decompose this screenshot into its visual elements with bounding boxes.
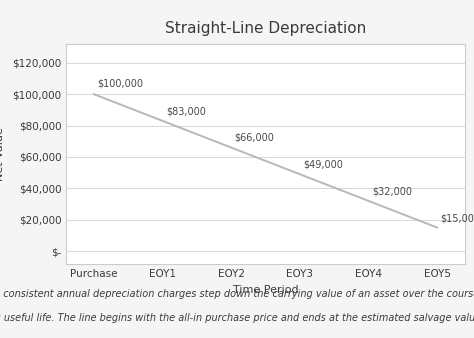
- Text: $100,000: $100,000: [97, 79, 143, 89]
- Text: $66,000: $66,000: [235, 133, 274, 143]
- Text: $83,000: $83,000: [166, 106, 206, 116]
- Text: $49,000: $49,000: [303, 160, 343, 169]
- Text: $32,000: $32,000: [372, 187, 412, 196]
- Title: Straight-Line Depreciation: Straight-Line Depreciation: [165, 21, 366, 36]
- Y-axis label: Net Value: Net Value: [0, 127, 5, 181]
- Text: $15,000: $15,000: [440, 213, 474, 223]
- X-axis label: Time Period: Time Period: [233, 286, 298, 295]
- Text: its useful life. The line begins with the all-in purchase price and ends at the : its useful life. The line begins with th…: [0, 313, 474, 323]
- Text: The consistent annual depreciation charges step down the carrying value of an as: The consistent annual depreciation charg…: [0, 289, 474, 299]
